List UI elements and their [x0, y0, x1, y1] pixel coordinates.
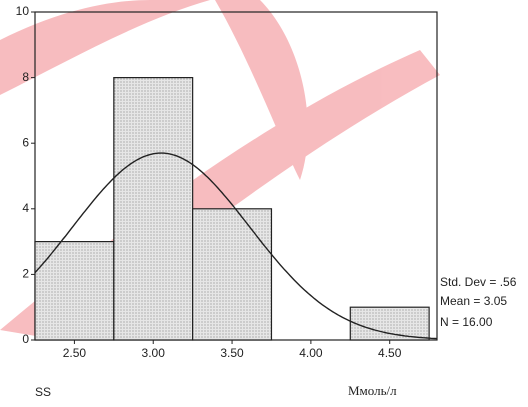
mean: Mean = 3.05 — [440, 294, 507, 308]
x-tick-label: 4.00 — [299, 346, 323, 360]
x-tick-label: 3.00 — [142, 346, 166, 360]
y-tick-label: 10 — [16, 4, 30, 18]
x-tick-label: 3.50 — [220, 346, 244, 360]
std-dev: Std. Dev = .56 — [440, 275, 517, 289]
x-tick-label: 2.50 — [63, 346, 87, 360]
x-axis-label: Ммоль/л — [348, 383, 397, 398]
bar — [34, 241, 115, 341]
bar — [113, 76, 194, 341]
n: N = 16.00 — [440, 315, 493, 329]
y-tick-label: 0 — [22, 332, 29, 346]
x-tick-label: 4.50 — [378, 346, 402, 360]
normal-curve — [34, 152, 438, 340]
y-tick-label: 4 — [22, 201, 29, 215]
bar — [349, 306, 430, 341]
bar — [192, 208, 273, 341]
y-tick-label: 6 — [22, 135, 29, 149]
y-tick-label: 2 — [22, 267, 29, 281]
variable-name: SS — [35, 385, 51, 399]
y-tick-label: 8 — [22, 70, 29, 84]
